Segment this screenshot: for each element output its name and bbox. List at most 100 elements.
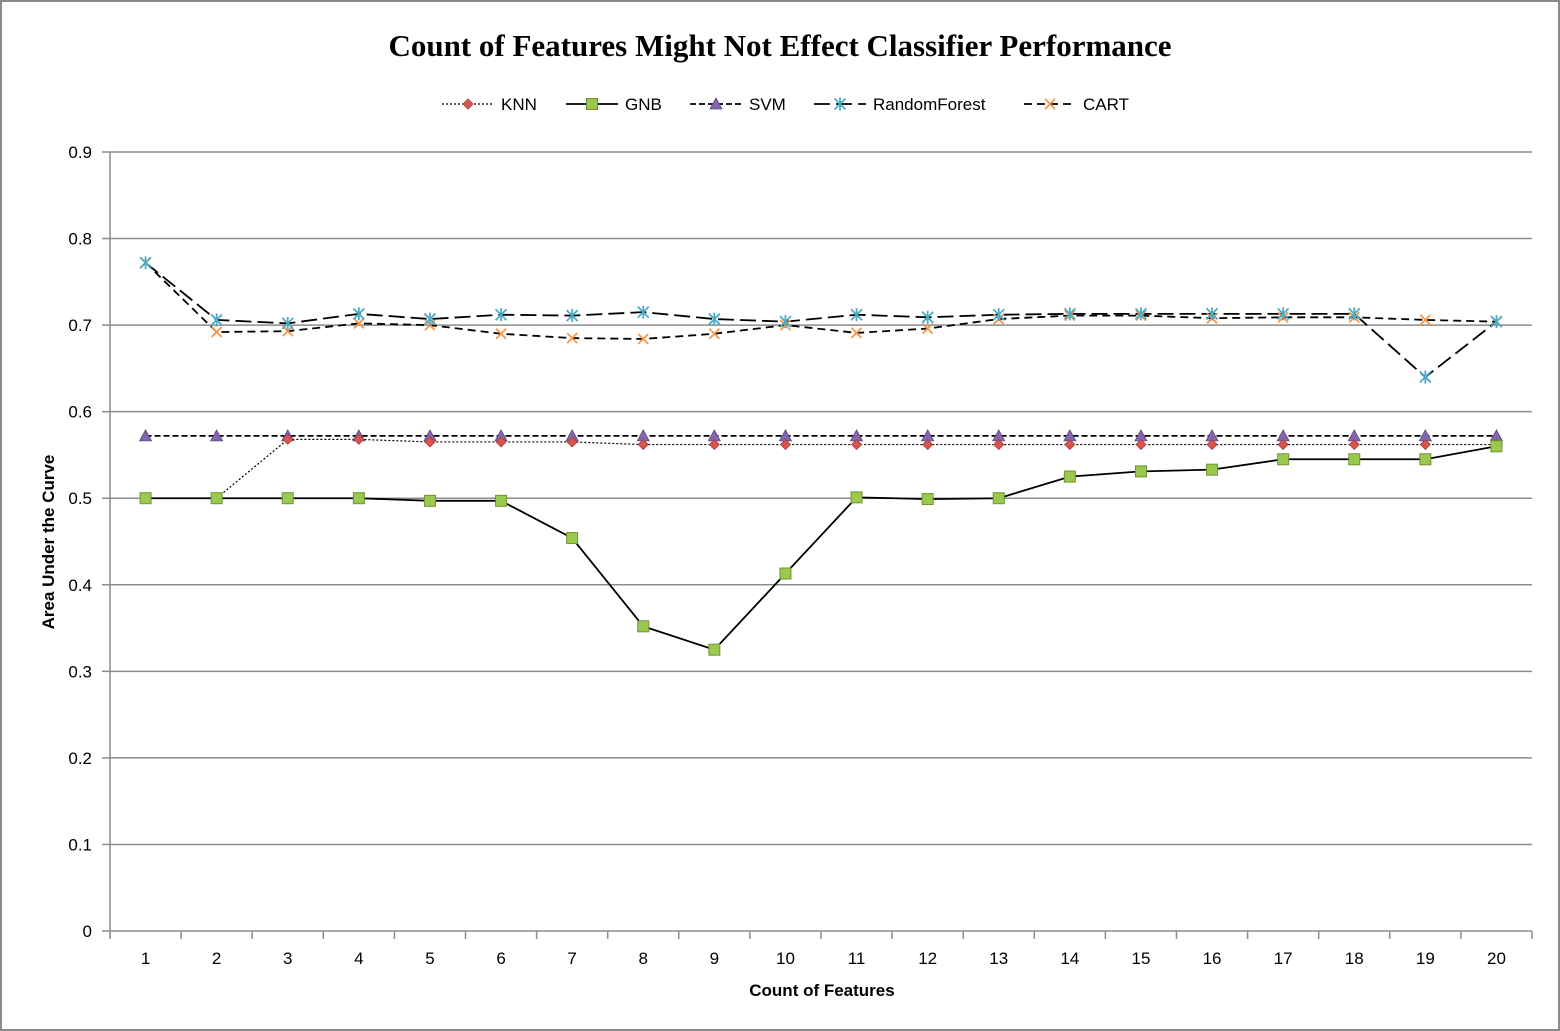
data-point-randomforest xyxy=(352,307,365,321)
data-point-randomforest xyxy=(1419,370,1432,384)
data-point-knn xyxy=(353,433,365,445)
data-point-randomforest xyxy=(850,308,863,322)
y-tick-label: 0.8 xyxy=(68,230,92,249)
data-point-cart xyxy=(708,328,720,340)
data-point-gnb xyxy=(566,532,579,545)
data-point-knn xyxy=(993,438,1005,451)
data-point-gnb xyxy=(921,493,934,506)
y-tick-label: 0.7 xyxy=(68,316,92,335)
data-point-knn xyxy=(566,436,578,448)
legend-item-svm: SVM xyxy=(690,95,786,114)
x-tick-label: 8 xyxy=(639,949,648,968)
legend-item-knn: KNN xyxy=(442,95,537,114)
axes xyxy=(109,152,1532,932)
data-point-cart xyxy=(495,328,507,340)
data-point-knn xyxy=(779,438,792,451)
legend: KNN GNB SVM RandomForest CART xyxy=(442,95,1129,114)
data-point-randomforest xyxy=(1277,307,1290,321)
x-axis-label: Count of Features xyxy=(749,981,894,1000)
data-point-gnb xyxy=(1206,463,1219,476)
data-point-cart xyxy=(637,333,649,345)
data-point-randomforest xyxy=(1205,307,1219,321)
series-markers-cart xyxy=(139,257,1503,345)
data-point-randomforest xyxy=(566,309,579,323)
x-tick-label: 10 xyxy=(776,949,795,968)
x-tick-label: 15 xyxy=(1131,949,1150,968)
x-tick-label: 17 xyxy=(1274,949,1293,968)
y-axis-label: Area Under the Curve xyxy=(39,455,58,630)
x-tick-label: 16 xyxy=(1203,949,1222,968)
x-tick-label: 19 xyxy=(1416,949,1435,968)
legend-item-cart: CART xyxy=(1024,95,1129,114)
series-line-randomforest xyxy=(144,262,1498,379)
y-tick-label: 0.9 xyxy=(68,143,92,162)
x-tick-label: 1 xyxy=(141,949,150,968)
data-point-knn xyxy=(1206,438,1218,451)
legend-item-gnb: GNB xyxy=(566,95,662,114)
data-point-knn xyxy=(637,438,649,451)
x-tick-label: 11 xyxy=(848,949,866,968)
y-tick-label: 0.4 xyxy=(68,576,92,595)
series-line-cart xyxy=(144,262,1497,340)
data-point-randomforest xyxy=(708,312,721,326)
gridlines xyxy=(110,151,1532,846)
x-tick-label: 7 xyxy=(567,949,576,968)
x-tick-label: 2 xyxy=(212,949,221,968)
data-point-knn xyxy=(1064,438,1076,451)
series-markers-svm xyxy=(138,429,1504,442)
data-point-randomforest xyxy=(921,310,934,324)
data-point-gnb xyxy=(1490,440,1503,453)
data-point-svm xyxy=(209,429,224,442)
legend-marker xyxy=(833,97,847,111)
data-point-randomforest xyxy=(210,313,223,327)
y-tick-label: 0.3 xyxy=(68,662,92,681)
x-tick-label: 20 xyxy=(1487,949,1506,968)
data-point-randomforest xyxy=(423,312,437,326)
chart-title: Count of Features Might Not Effect Class… xyxy=(388,28,1171,63)
data-point-knn xyxy=(850,438,863,451)
data-point-gnb xyxy=(423,494,436,507)
x-tick-label: 18 xyxy=(1345,949,1364,968)
x-tick-label: 12 xyxy=(918,949,937,968)
data-point-gnb xyxy=(637,620,650,633)
x-tick-label: 13 xyxy=(989,949,1008,968)
y-tick-label: 0.5 xyxy=(68,489,92,508)
x-tick-label: 3 xyxy=(283,949,292,968)
data-point-gnb xyxy=(1277,453,1290,466)
data-point-gnb xyxy=(708,643,721,656)
y-tick-label: 0.2 xyxy=(68,749,92,768)
data-point-knn xyxy=(495,436,507,448)
x-tick-label: 6 xyxy=(496,949,505,968)
data-point-gnb xyxy=(779,567,792,580)
y-axis-ticks: 0 0.1 0.2 0.3 0.4 0.5 0.6 0.7 0.8 0.9 xyxy=(68,143,110,941)
data-point-gnb xyxy=(495,494,508,507)
legend-item-randomforest: RandomForest xyxy=(814,95,986,114)
data-point-randomforest xyxy=(139,256,152,270)
series-line-gnb xyxy=(145,445,1497,651)
data-point-randomforest xyxy=(1348,307,1361,321)
data-point-cart xyxy=(211,326,223,338)
data-point-gnb xyxy=(992,492,1005,505)
data-point-knn xyxy=(1348,438,1360,451)
legend-marker xyxy=(1044,98,1056,110)
data-point-randomforest xyxy=(281,316,294,330)
data-point-gnb xyxy=(352,492,365,505)
data-point-gnb xyxy=(210,492,223,505)
data-point-cart xyxy=(922,322,934,335)
data-point-randomforest xyxy=(779,315,792,329)
data-point-randomforest xyxy=(494,308,508,322)
data-point-gnb xyxy=(1348,453,1361,466)
data-point-knn xyxy=(424,436,436,448)
series-markers-gnb xyxy=(139,440,1503,656)
data-point-knn xyxy=(1135,438,1147,451)
data-point-randomforest xyxy=(1063,307,1076,321)
data-point-gnb xyxy=(1419,453,1432,466)
data-point-gnb xyxy=(281,492,294,505)
legend-marker xyxy=(709,97,723,110)
x-tick-label: 4 xyxy=(354,949,363,968)
data-point-knn xyxy=(708,438,720,451)
x-tick-label: 5 xyxy=(425,949,434,968)
data-point-cart xyxy=(566,332,578,344)
legend-marker xyxy=(586,98,598,110)
